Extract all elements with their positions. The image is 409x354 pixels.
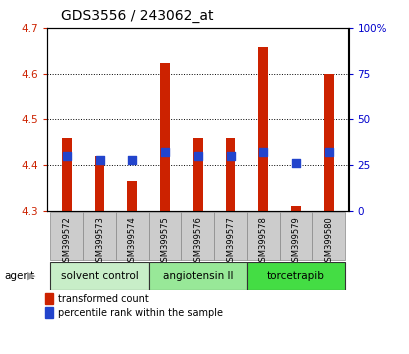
Bar (312, 212, 344, 260)
Bar (45, 307, 53, 318)
Text: GSM399580: GSM399580 (324, 216, 333, 267)
Text: GDS3556 / 243062_at: GDS3556 / 243062_at (61, 9, 213, 23)
Bar (83, 212, 116, 260)
Text: GSM399579: GSM399579 (291, 216, 300, 267)
Point (162, 149, 168, 155)
Text: GSM399572: GSM399572 (62, 216, 71, 267)
Bar (62, 138, 72, 211)
Text: GSM399573: GSM399573 (95, 216, 104, 267)
Text: agent: agent (4, 271, 34, 281)
Bar (160, 63, 170, 211)
Text: GSM399577: GSM399577 (225, 216, 234, 267)
Bar (193, 138, 202, 211)
Bar (225, 138, 235, 211)
Text: GSM399576: GSM399576 (193, 216, 202, 267)
Point (259, 149, 266, 155)
Bar (50, 212, 83, 260)
Text: solvent control: solvent control (61, 271, 138, 281)
Bar (323, 74, 333, 211)
Bar (127, 181, 137, 211)
Bar (148, 262, 246, 290)
Text: percentile rank within the sample: percentile rank within the sample (57, 308, 222, 318)
Bar (246, 262, 344, 290)
Bar (50, 262, 148, 290)
Text: GSM399578: GSM399578 (258, 216, 267, 267)
Bar (258, 47, 267, 211)
Point (194, 153, 201, 159)
Bar (116, 212, 148, 260)
Bar (290, 206, 300, 211)
Bar (213, 212, 246, 260)
Text: ▶: ▶ (27, 271, 35, 281)
Text: GSM399574: GSM399574 (128, 216, 137, 267)
Point (96, 157, 103, 162)
Point (325, 149, 331, 155)
Bar (148, 212, 181, 260)
Bar (246, 212, 279, 260)
Text: torcetrapib: torcetrapib (267, 271, 324, 281)
Point (292, 160, 299, 166)
Text: angiotensin II: angiotensin II (162, 271, 232, 281)
Bar (279, 212, 312, 260)
Text: GSM399575: GSM399575 (160, 216, 169, 267)
Point (129, 157, 135, 162)
Bar (45, 293, 53, 304)
Bar (181, 212, 213, 260)
Point (227, 153, 233, 159)
Bar (94, 156, 104, 211)
Text: transformed count: transformed count (57, 293, 148, 304)
Point (63, 153, 70, 159)
